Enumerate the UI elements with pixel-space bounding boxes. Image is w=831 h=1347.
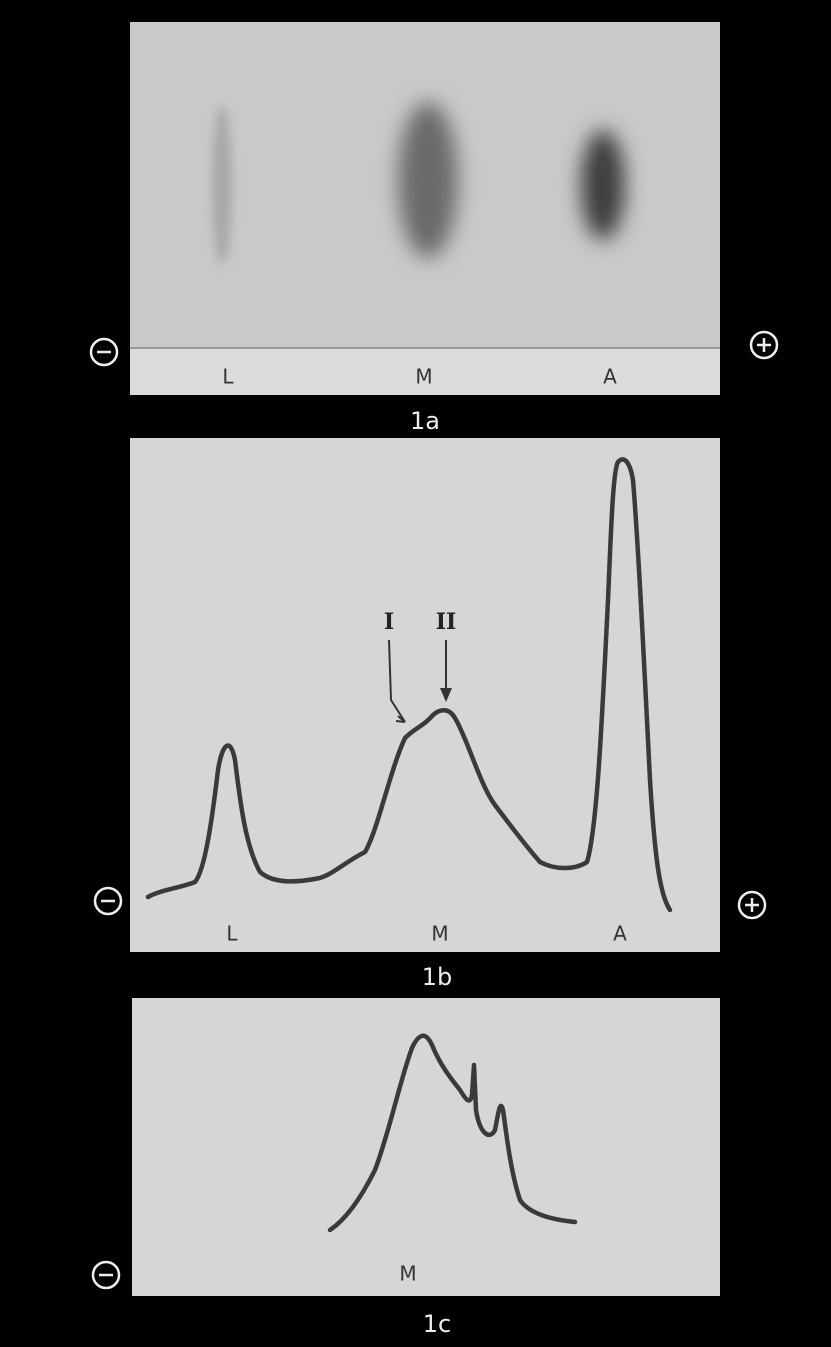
- arrowhead: [440, 688, 452, 702]
- band-l: [212, 105, 232, 265]
- arrowhead: [395, 715, 406, 723]
- lane-label: A: [613, 922, 627, 946]
- panel-1a: L M A 1a: [89, 22, 779, 435]
- panel-label: 1c: [423, 1310, 451, 1338]
- peak-label: I: [384, 609, 394, 635]
- panel-label: 1a: [410, 407, 440, 435]
- lane-label: L: [226, 922, 238, 946]
- panel-1b: I II L M A 1b: [93, 438, 767, 991]
- lane-label: M: [431, 922, 448, 946]
- minus-sign: [89, 337, 119, 367]
- gel-strip: [130, 348, 720, 395]
- trace: [145, 457, 673, 913]
- panel-1c: M 1c: [91, 998, 720, 1338]
- lane-label: L: [222, 365, 234, 389]
- panel-label: 1b: [422, 963, 453, 991]
- lane-label: M: [399, 1262, 416, 1286]
- trace-background: [130, 438, 720, 952]
- minus-sign: [93, 886, 123, 916]
- trace-background: [132, 998, 720, 1296]
- arrow: [388, 639, 406, 723]
- band-a: [581, 130, 625, 240]
- lane-label: M: [415, 365, 432, 389]
- lane-label: A: [603, 365, 617, 389]
- trace: [327, 1033, 578, 1233]
- peak-label: II: [436, 609, 457, 635]
- band-m: [398, 102, 458, 258]
- plus-sign: [749, 330, 779, 360]
- plus-sign: [737, 890, 767, 920]
- minus-sign: [91, 1260, 121, 1290]
